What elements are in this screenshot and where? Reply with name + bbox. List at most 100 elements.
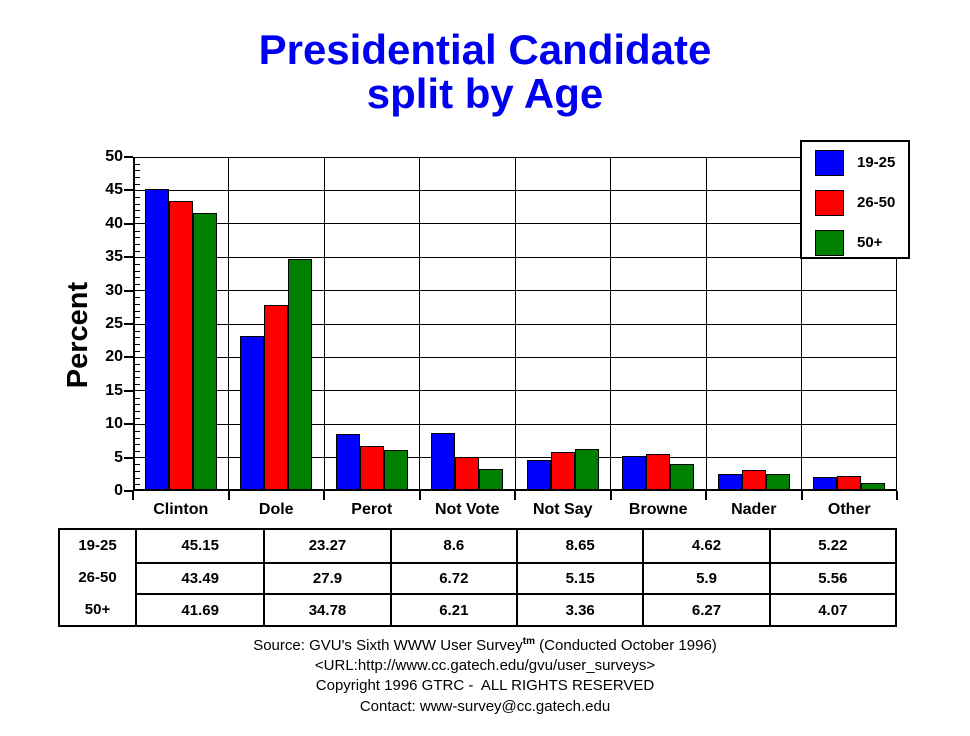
- x-tick: [418, 491, 421, 500]
- gridline-v: [419, 157, 420, 491]
- bar-50+-not-say: [574, 449, 599, 491]
- y-minor-tick: [135, 277, 140, 279]
- chart-title-line2: split by Age: [366, 70, 604, 117]
- table-cell: 6.72: [389, 561, 516, 594]
- y-minor-tick: [135, 197, 140, 199]
- table-row-label: 26-50: [60, 561, 137, 594]
- table-cell: 27.9: [263, 561, 390, 594]
- plot-border-right: [896, 157, 897, 491]
- y-tick-label: 20: [105, 348, 123, 366]
- footer-source-date: (Conducted October 1996): [535, 637, 717, 654]
- y-minor-tick: [135, 350, 140, 352]
- chart-title: Presidential Candidate split by Age: [0, 28, 970, 116]
- legend-swatch: [815, 190, 844, 216]
- legend-label: 50+: [857, 234, 883, 251]
- bar-50+-dole: [288, 258, 313, 491]
- y-minor-tick: [135, 471, 140, 472]
- x-tick: [514, 491, 516, 500]
- y-minor-tick: [135, 237, 140, 239]
- gridline-v: [705, 157, 707, 491]
- y-minor-tick: [135, 484, 140, 486]
- y-minor-tick: [135, 477, 140, 479]
- y-axis-title: Percent: [62, 281, 94, 389]
- plot-area: 0 5 10 15 20 25 30 35 40 45 50 Clinton Dole Perot Not …: [105, 148, 898, 518]
- y-tick: [124, 490, 133, 492]
- gridline-v: [610, 157, 611, 491]
- table-cell: 8.6: [389, 530, 516, 562]
- legend-item: 50+: [815, 230, 905, 256]
- y-minor-tick: [135, 217, 140, 219]
- y-tick-label: 50: [105, 148, 123, 165]
- x-tick: [323, 491, 325, 500]
- bar-26-50-perot: [359, 446, 384, 491]
- bar-group-clinton: [133, 157, 229, 491]
- bar-26-50-not-say: [550, 451, 575, 491]
- table-cell: 5.9: [642, 561, 769, 594]
- legend-swatch: [815, 230, 844, 256]
- y-minor-tick: [135, 337, 140, 339]
- legend-item: 19-25: [815, 150, 905, 176]
- table-cell: 4.07: [768, 593, 895, 625]
- table-cell: 8.65: [516, 530, 642, 562]
- legend-label: 19-25: [857, 154, 896, 171]
- y-minor-tick: [135, 450, 140, 452]
- table-cell: 3.36: [516, 593, 643, 625]
- bar-19-25-not-vote: [431, 433, 456, 491]
- table-cell: 6.21: [389, 593, 516, 625]
- bar-50+-not-vote: [479, 468, 504, 491]
- x-category-label: Not Vote: [434, 501, 500, 518]
- legend-swatch: [815, 150, 844, 176]
- footer-contact: Contact: www-survey@cc.gatech.edu: [359, 698, 611, 715]
- table-cell: 4.62: [642, 530, 768, 562]
- x-axis-line: [133, 489, 897, 491]
- x-category-label: Perot: [351, 501, 393, 518]
- x-category-label: Clinton: [153, 501, 209, 518]
- x-tick: [609, 491, 612, 500]
- y-minor-tick: [135, 230, 140, 232]
- y-tick-label: 10: [105, 415, 123, 433]
- y-tick-label: 40: [105, 214, 123, 232]
- bar-19-25-clinton: [144, 189, 169, 491]
- y-minor-tick: [135, 170, 140, 172]
- bar-group-dole: [229, 157, 325, 491]
- y-tick-label: 0: [114, 482, 123, 499]
- table-cell: 5.22: [768, 530, 895, 562]
- y-minor-tick: [135, 163, 140, 165]
- y-minor-tick: [135, 364, 140, 366]
- table-row-label: 19-25: [60, 530, 137, 562]
- legend-item: 26-50: [815, 190, 905, 216]
- y-minor-tick: [135, 317, 140, 319]
- gridline-v: [801, 157, 802, 491]
- bar-26-50-browne: [646, 453, 671, 491]
- footer-source-tm: tm: [522, 636, 536, 647]
- y-minor-tick: [135, 310, 140, 312]
- y-tick: [124, 389, 133, 392]
- y-minor-tick: [135, 344, 140, 345]
- table-cell: 23.27: [263, 530, 389, 562]
- footer-copyright: Copyright 1996 GTRC - ALL RIGHTS RESERVE…: [315, 677, 655, 694]
- table-cell: 5.56: [768, 561, 895, 594]
- gridline-v: [228, 157, 229, 491]
- y-tick: [124, 456, 133, 459]
- y-minor-tick: [135, 370, 140, 372]
- bar-50+-clinton: [192, 212, 217, 491]
- y-minor-tick: [135, 283, 140, 285]
- chart-title-line1: Presidential Candidate: [258, 26, 712, 73]
- x-category-label: Not Say: [532, 501, 593, 518]
- y-minor-tick: [135, 444, 140, 446]
- y-minor-tick: [135, 410, 140, 412]
- table-cell: 34.78: [263, 593, 390, 625]
- y-minor-tick: [135, 417, 140, 419]
- y-minor-tick: [135, 203, 140, 205]
- y-minor-tick: [135, 430, 140, 432]
- bar-26-50-not-vote: [455, 456, 480, 491]
- x-category-label: Other: [827, 501, 871, 518]
- y-tick: [124, 323, 133, 325]
- y-tick-label: 35: [105, 248, 123, 266]
- y-tick: [124, 289, 133, 292]
- bar-19-25-perot: [335, 433, 360, 491]
- y-tick-label: 15: [105, 381, 123, 399]
- data-table: 19-25 45.15 23.27 8.6 8.65 4.62 5.22 26-50 43.49…: [58, 528, 897, 627]
- y-minor-tick: [135, 384, 140, 386]
- y-minor-tick: [135, 304, 140, 305]
